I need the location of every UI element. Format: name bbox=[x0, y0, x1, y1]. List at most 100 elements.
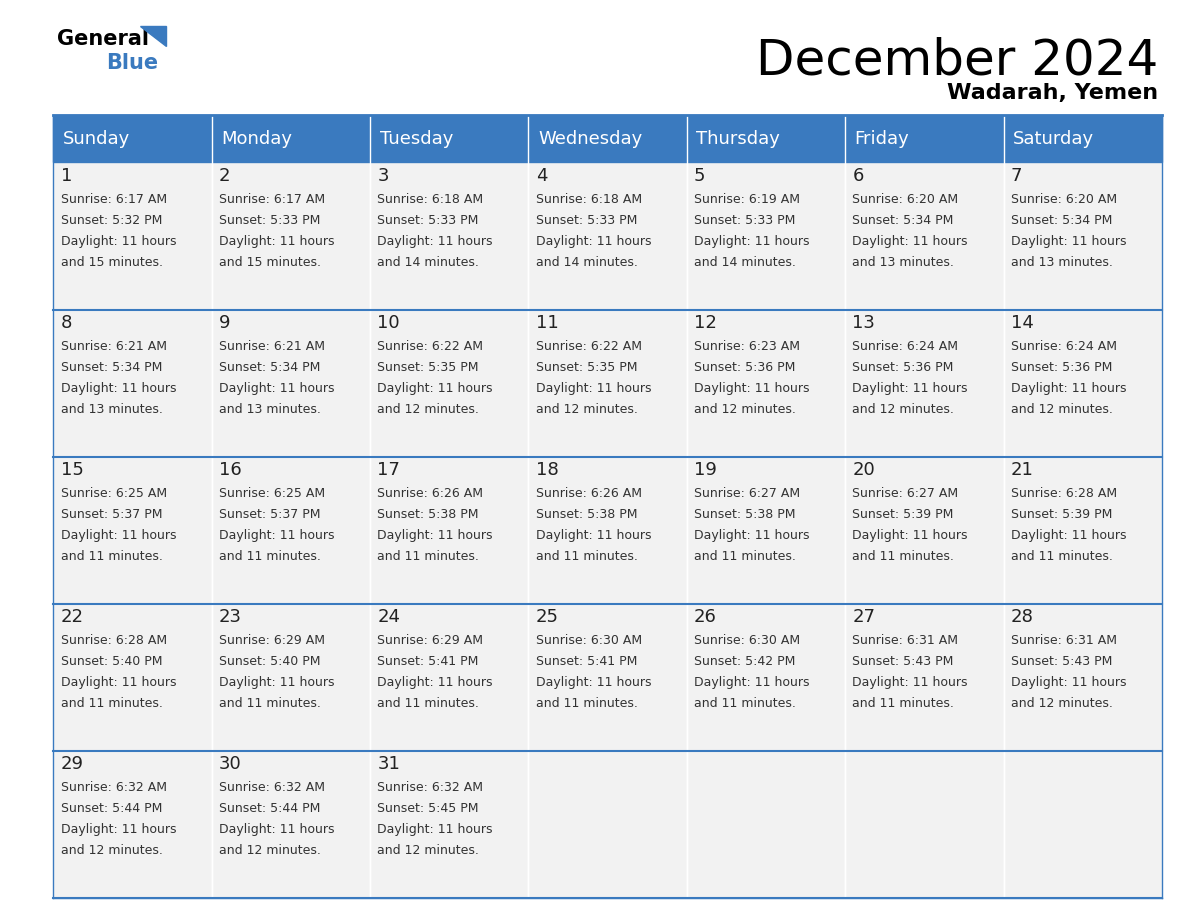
Text: Daylight: 11 hours: Daylight: 11 hours bbox=[378, 677, 493, 689]
Text: Sunrise: 6:31 AM: Sunrise: 6:31 AM bbox=[1011, 634, 1117, 647]
Text: Sunset: 5:38 PM: Sunset: 5:38 PM bbox=[378, 508, 479, 521]
Text: Sunset: 5:34 PM: Sunset: 5:34 PM bbox=[1011, 214, 1112, 227]
Text: 31: 31 bbox=[378, 756, 400, 773]
Text: Sunset: 5:41 PM: Sunset: 5:41 PM bbox=[378, 655, 479, 668]
Text: 10: 10 bbox=[378, 314, 400, 332]
Text: and 13 minutes.: and 13 minutes. bbox=[219, 403, 321, 416]
FancyBboxPatch shape bbox=[53, 456, 211, 604]
Text: Sunrise: 6:32 AM: Sunrise: 6:32 AM bbox=[219, 781, 326, 794]
Text: Blue: Blue bbox=[106, 53, 158, 73]
FancyBboxPatch shape bbox=[53, 115, 211, 162]
Text: Sunset: 5:39 PM: Sunset: 5:39 PM bbox=[852, 508, 954, 521]
Text: and 12 minutes.: and 12 minutes. bbox=[1011, 698, 1112, 711]
Text: 21: 21 bbox=[1011, 461, 1034, 479]
Text: 13: 13 bbox=[852, 314, 876, 332]
Text: Sunset: 5:44 PM: Sunset: 5:44 PM bbox=[61, 802, 162, 815]
Text: Sunset: 5:38 PM: Sunset: 5:38 PM bbox=[694, 508, 796, 521]
Text: and 12 minutes.: and 12 minutes. bbox=[536, 403, 638, 416]
FancyBboxPatch shape bbox=[529, 309, 687, 456]
Text: Sunrise: 6:18 AM: Sunrise: 6:18 AM bbox=[378, 193, 484, 206]
Text: and 11 minutes.: and 11 minutes. bbox=[694, 698, 796, 711]
Text: Sunrise: 6:28 AM: Sunrise: 6:28 AM bbox=[61, 634, 166, 647]
Text: and 12 minutes.: and 12 minutes. bbox=[378, 845, 479, 857]
Text: Daylight: 11 hours: Daylight: 11 hours bbox=[61, 235, 176, 248]
FancyBboxPatch shape bbox=[211, 162, 371, 309]
Text: Daylight: 11 hours: Daylight: 11 hours bbox=[1011, 677, 1126, 689]
Text: 11: 11 bbox=[536, 314, 558, 332]
Text: Sunset: 5:40 PM: Sunset: 5:40 PM bbox=[61, 655, 162, 668]
Text: Sunset: 5:33 PM: Sunset: 5:33 PM bbox=[536, 214, 637, 227]
Text: Daylight: 11 hours: Daylight: 11 hours bbox=[1011, 235, 1126, 248]
Text: and 14 minutes.: and 14 minutes. bbox=[694, 256, 796, 269]
Text: Saturday: Saturday bbox=[1013, 129, 1094, 148]
Text: Sunrise: 6:31 AM: Sunrise: 6:31 AM bbox=[852, 634, 959, 647]
Text: Daylight: 11 hours: Daylight: 11 hours bbox=[694, 677, 809, 689]
Text: General: General bbox=[57, 29, 148, 50]
Text: Sunset: 5:32 PM: Sunset: 5:32 PM bbox=[61, 214, 162, 227]
Text: Wednesday: Wednesday bbox=[538, 129, 643, 148]
Text: Sunrise: 6:27 AM: Sunrise: 6:27 AM bbox=[694, 487, 800, 500]
Text: and 12 minutes.: and 12 minutes. bbox=[1011, 403, 1112, 416]
FancyBboxPatch shape bbox=[1004, 309, 1162, 456]
FancyBboxPatch shape bbox=[211, 456, 371, 604]
Text: Daylight: 11 hours: Daylight: 11 hours bbox=[378, 823, 493, 836]
FancyBboxPatch shape bbox=[371, 309, 529, 456]
Text: 27: 27 bbox=[852, 609, 876, 626]
Text: Sunset: 5:34 PM: Sunset: 5:34 PM bbox=[219, 361, 321, 374]
Text: Daylight: 11 hours: Daylight: 11 hours bbox=[61, 529, 176, 543]
FancyBboxPatch shape bbox=[53, 751, 211, 898]
FancyBboxPatch shape bbox=[687, 309, 845, 456]
Text: Daylight: 11 hours: Daylight: 11 hours bbox=[219, 382, 335, 395]
FancyBboxPatch shape bbox=[1004, 456, 1162, 604]
Text: 24: 24 bbox=[378, 609, 400, 626]
Text: Sunset: 5:37 PM: Sunset: 5:37 PM bbox=[219, 508, 321, 521]
Text: 15: 15 bbox=[61, 461, 83, 479]
Text: Friday: Friday bbox=[854, 129, 910, 148]
Text: Sunrise: 6:20 AM: Sunrise: 6:20 AM bbox=[852, 193, 959, 206]
Text: Sunrise: 6:25 AM: Sunrise: 6:25 AM bbox=[219, 487, 326, 500]
Text: Daylight: 11 hours: Daylight: 11 hours bbox=[219, 823, 335, 836]
FancyBboxPatch shape bbox=[687, 604, 845, 751]
Text: Sunrise: 6:24 AM: Sunrise: 6:24 AM bbox=[852, 340, 959, 353]
Text: Daylight: 11 hours: Daylight: 11 hours bbox=[61, 677, 176, 689]
Text: Daylight: 11 hours: Daylight: 11 hours bbox=[694, 529, 809, 543]
Text: 3: 3 bbox=[378, 167, 388, 185]
Text: and 14 minutes.: and 14 minutes. bbox=[378, 256, 479, 269]
Text: and 11 minutes.: and 11 minutes. bbox=[852, 698, 954, 711]
Text: Sunrise: 6:26 AM: Sunrise: 6:26 AM bbox=[378, 487, 484, 500]
Text: Sunrise: 6:27 AM: Sunrise: 6:27 AM bbox=[852, 487, 959, 500]
FancyBboxPatch shape bbox=[53, 309, 211, 456]
Text: 7: 7 bbox=[1011, 167, 1022, 185]
Text: and 11 minutes.: and 11 minutes. bbox=[61, 550, 163, 564]
Text: and 15 minutes.: and 15 minutes. bbox=[219, 256, 321, 269]
FancyBboxPatch shape bbox=[371, 115, 529, 162]
FancyBboxPatch shape bbox=[211, 309, 371, 456]
Text: and 11 minutes.: and 11 minutes. bbox=[536, 698, 638, 711]
FancyBboxPatch shape bbox=[687, 456, 845, 604]
Text: Daylight: 11 hours: Daylight: 11 hours bbox=[61, 823, 176, 836]
Text: 1: 1 bbox=[61, 167, 72, 185]
Text: and 12 minutes.: and 12 minutes. bbox=[378, 403, 479, 416]
Text: and 11 minutes.: and 11 minutes. bbox=[536, 550, 638, 564]
Text: 18: 18 bbox=[536, 461, 558, 479]
Text: Sunset: 5:44 PM: Sunset: 5:44 PM bbox=[219, 802, 321, 815]
FancyBboxPatch shape bbox=[53, 604, 211, 751]
Text: Daylight: 11 hours: Daylight: 11 hours bbox=[852, 235, 968, 248]
Text: Sunset: 5:36 PM: Sunset: 5:36 PM bbox=[1011, 361, 1112, 374]
Text: 2: 2 bbox=[219, 167, 230, 185]
Text: Sunset: 5:42 PM: Sunset: 5:42 PM bbox=[694, 655, 795, 668]
FancyBboxPatch shape bbox=[529, 162, 687, 309]
Text: and 14 minutes.: and 14 minutes. bbox=[536, 256, 638, 269]
Text: 14: 14 bbox=[1011, 314, 1034, 332]
Text: 22: 22 bbox=[61, 609, 83, 626]
Text: 19: 19 bbox=[694, 461, 716, 479]
Text: Sunset: 5:33 PM: Sunset: 5:33 PM bbox=[694, 214, 795, 227]
FancyBboxPatch shape bbox=[371, 162, 529, 309]
Text: Sunday: Sunday bbox=[63, 129, 131, 148]
FancyBboxPatch shape bbox=[53, 162, 211, 309]
Text: and 13 minutes.: and 13 minutes. bbox=[1011, 256, 1112, 269]
Text: and 11 minutes.: and 11 minutes. bbox=[694, 550, 796, 564]
Text: 25: 25 bbox=[536, 609, 558, 626]
Text: Daylight: 11 hours: Daylight: 11 hours bbox=[219, 529, 335, 543]
Text: 26: 26 bbox=[694, 609, 716, 626]
